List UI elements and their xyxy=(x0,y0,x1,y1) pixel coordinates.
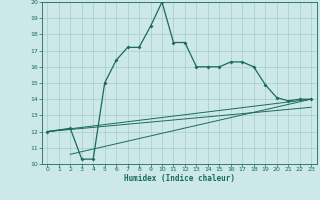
X-axis label: Humidex (Indice chaleur): Humidex (Indice chaleur) xyxy=(124,174,235,183)
